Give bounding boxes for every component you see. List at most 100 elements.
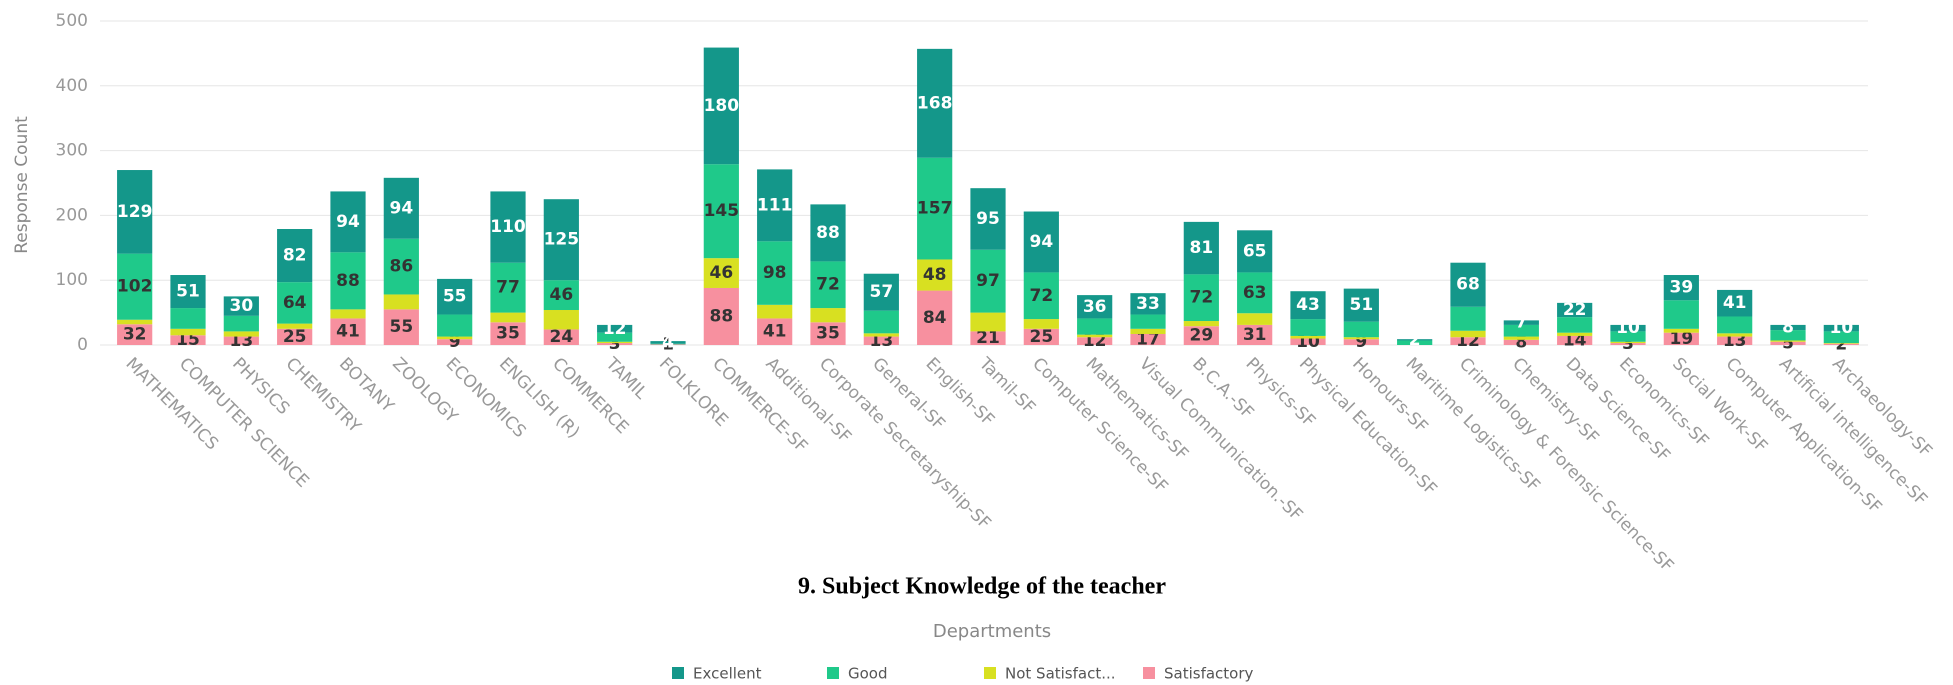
bar-segment	[1610, 331, 1646, 342]
value-label: 55	[389, 317, 413, 337]
bar-segment	[1823, 331, 1859, 344]
bar-segment	[330, 309, 366, 319]
bar-segment	[1610, 341, 1646, 344]
bar-segment	[863, 336, 899, 345]
bar-segment	[1717, 333, 1753, 337]
bar-segment	[863, 273, 899, 311]
y-tick-label: 100	[56, 270, 88, 290]
value-label: 157	[917, 199, 953, 219]
value-label: 72	[1189, 288, 1213, 308]
bar-segment	[1557, 317, 1593, 333]
value-label: 24	[549, 327, 573, 347]
bar-segment	[117, 170, 153, 254]
x-tick-label: Archaeology-SF	[1828, 354, 1936, 462]
bar-segment	[490, 322, 526, 345]
value-label: 2	[1409, 330, 1421, 350]
bar-segment	[703, 164, 739, 259]
x-axis-label: Departments	[933, 621, 1051, 642]
bar-segment	[597, 341, 633, 344]
bar-segment	[597, 332, 633, 342]
bar-segment	[1077, 337, 1113, 345]
value-label: 19	[1669, 329, 1693, 349]
bar-segment	[1823, 343, 1859, 345]
bar-segment	[490, 262, 526, 313]
value-label: 129	[117, 202, 153, 222]
bar-segment	[1023, 319, 1059, 329]
bar-segment	[1503, 336, 1539, 340]
bar-segment	[490, 191, 526, 263]
value-label: 39	[1669, 278, 1693, 298]
value-label: 48	[923, 265, 947, 285]
bar-segment	[650, 344, 686, 345]
value-label: 94	[1029, 232, 1053, 252]
bar-segment	[757, 304, 793, 319]
bar-segment	[970, 249, 1006, 313]
value-label: 32	[123, 325, 147, 345]
bar-segment	[757, 318, 793, 345]
bar-segment	[597, 343, 633, 345]
bar-segment	[383, 309, 419, 345]
x-tick-label: TAMIL	[601, 353, 651, 403]
value-label: 55	[443, 287, 467, 307]
bar-segment	[917, 157, 953, 260]
bar-segment	[170, 328, 206, 336]
bar-segment	[1770, 330, 1806, 341]
legend-swatch	[827, 667, 839, 679]
bar-segment	[1663, 300, 1699, 329]
value-label: 145	[704, 201, 740, 221]
bar-segment	[383, 238, 419, 295]
bar-segment	[1557, 302, 1593, 318]
bar-segment	[1770, 340, 1806, 342]
bar-segment	[330, 318, 366, 345]
bar-segment	[1450, 330, 1486, 338]
value-label: 30	[229, 296, 253, 316]
value-label: 9	[449, 332, 461, 352]
bar-segment	[1077, 318, 1113, 335]
value-label: 168	[917, 93, 953, 113]
x-tick-label: COMMERCE-SF	[708, 354, 811, 457]
value-label: 84	[923, 308, 947, 328]
bar-segment	[330, 191, 366, 253]
bar-segment	[1770, 324, 1806, 331]
bar-segment	[757, 169, 793, 242]
bar-segment	[1290, 291, 1326, 320]
value-label: 98	[763, 263, 787, 283]
bar-segment	[1237, 272, 1273, 314]
x-tick-label: Social Work-SF	[1668, 354, 1771, 457]
bar-segment	[810, 261, 846, 309]
value-label: 57	[869, 282, 893, 302]
value-label: 64	[283, 293, 307, 313]
value-label: 97	[976, 271, 1000, 291]
value-label: 12	[603, 319, 627, 339]
bar-segment	[223, 315, 259, 332]
bar-segment	[543, 199, 579, 281]
bar-segment	[1237, 324, 1273, 345]
bar-segment	[1450, 306, 1486, 331]
bar-segment	[1290, 335, 1326, 339]
bar-segment	[1450, 262, 1486, 307]
bar-segment	[1077, 334, 1113, 338]
legend-label: Good	[848, 665, 888, 683]
value-label: 51	[176, 282, 200, 302]
legend-label: Excellent	[693, 665, 762, 683]
bar-segment	[277, 323, 313, 329]
value-label: 35	[496, 324, 520, 344]
bar-segment	[703, 287, 739, 345]
bar-segment	[330, 252, 366, 310]
value-label: 8	[1515, 332, 1527, 352]
value-label: 68	[1456, 275, 1480, 295]
bar-segment	[917, 290, 953, 345]
bar-segment	[1130, 293, 1166, 315]
value-label: 5	[1782, 333, 1794, 353]
value-label: 94	[389, 198, 413, 218]
bar-segment	[970, 331, 1006, 345]
bar-segment	[1557, 335, 1593, 345]
bar-segment	[117, 319, 153, 325]
bar-segment	[170, 308, 206, 329]
bar-segment	[1397, 339, 1433, 341]
bar-segment	[863, 310, 899, 334]
bar-segment	[117, 253, 153, 320]
bar-segment	[383, 294, 419, 310]
bar-segment	[223, 296, 259, 316]
